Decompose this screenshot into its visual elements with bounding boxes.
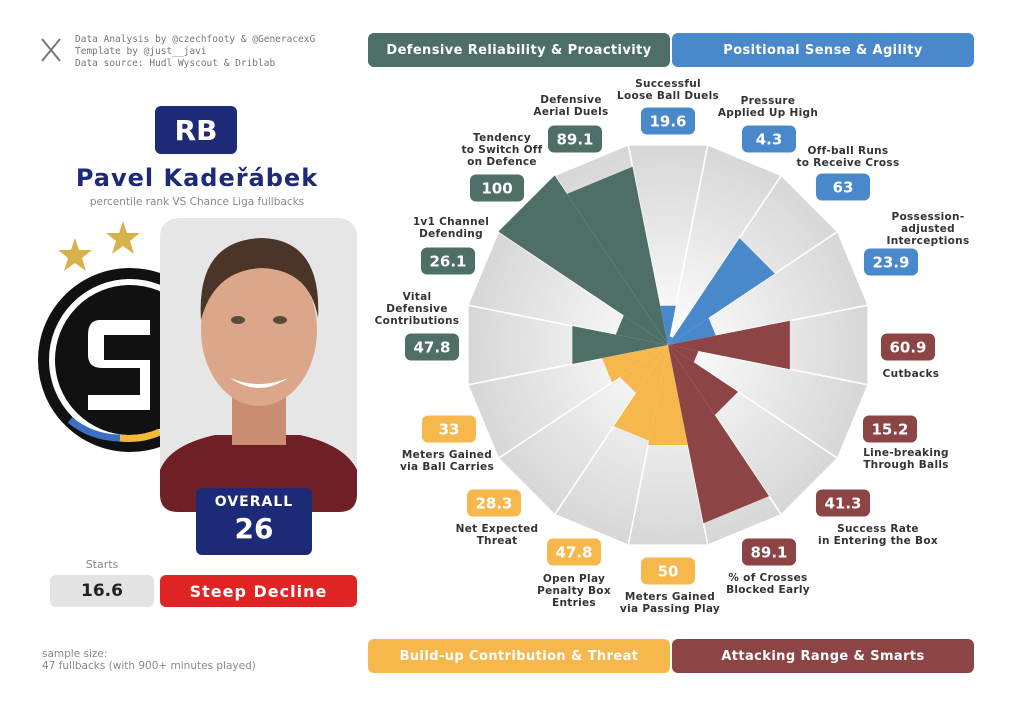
group-header: Defensive Reliability & Proactivity <box>368 33 670 67</box>
value-label: 28.3 <box>467 489 521 517</box>
bar <box>660 305 676 345</box>
category-label: Defensive Aerial Duels <box>533 94 609 118</box>
value-label: 100 <box>470 174 524 202</box>
sample-size: 47 fullbacks (with 900+ minutes played) <box>42 660 256 672</box>
category-label: Meters Gained via Passing Play <box>619 591 721 615</box>
bar <box>567 166 668 345</box>
overall-value: 26 <box>234 512 274 545</box>
bar <box>668 317 716 345</box>
category-label: Off-ball Runs to Receive Cross <box>796 145 900 169</box>
bar <box>601 345 668 383</box>
group-header: Build-up Contribution & Threat <box>368 639 670 673</box>
category-label: Open Play Penalty Box Entries <box>537 573 611 609</box>
value-label: 26.1 <box>421 247 475 275</box>
bar <box>498 175 668 345</box>
value-label: 33 <box>422 415 476 443</box>
bar <box>668 345 739 416</box>
category-label: Vital Defensive Contributions <box>374 291 460 327</box>
value-label: 63 <box>816 173 870 201</box>
value-label: 50 <box>641 557 695 585</box>
trend: Steep Decline <box>160 575 357 607</box>
category-label: Meters Gained via Ball Carries <box>399 449 495 473</box>
value-label: 47.8 <box>405 333 459 361</box>
bar <box>619 345 668 394</box>
starts-value: 16.6 <box>50 575 154 607</box>
category-label: Possession-adjusted Interceptions <box>886 211 970 247</box>
credit: Data Analysis by @czechfooty & @Generace… <box>75 34 316 45</box>
category-label: Cutbacks <box>882 368 940 380</box>
value-label: 4.3 <box>742 125 796 153</box>
sample-size: sample size: <box>42 648 108 660</box>
bar <box>572 325 668 365</box>
bar <box>668 345 769 524</box>
group-header: Positional Sense & Agility <box>672 33 974 67</box>
category-label: Successful Loose Ball Duels <box>616 78 720 102</box>
value-label: 47.8 <box>547 538 601 566</box>
category-label: Success Rate in Entering the Box <box>818 523 938 547</box>
category-label: Pressure Applied Up High <box>717 95 819 119</box>
bar <box>668 336 673 345</box>
category-label: 1v1 Channel Defending <box>412 216 490 240</box>
value-label: 41.3 <box>816 489 870 517</box>
category-label: Tendency to Switch Off on Defence <box>461 132 543 168</box>
overall-label: OVERALL <box>214 494 294 510</box>
value-label: 15.2 <box>863 415 917 443</box>
credit: Data source: Hudl Wyscout & Driblab <box>75 58 276 69</box>
category-label: Net Expected Threat <box>455 523 539 547</box>
category-label: % of Crosses Blocked Early <box>726 572 810 596</box>
bar <box>668 345 699 363</box>
value-label: 89.1 <box>742 538 796 566</box>
value-label: 23.9 <box>864 248 918 276</box>
category-label: Line-breaking Through Balls <box>863 447 949 471</box>
bar <box>613 345 668 441</box>
value-label: 89.1 <box>548 125 602 153</box>
bar <box>648 345 688 446</box>
subtitle: percentile rank VS Chance Liga fullbacks <box>89 196 305 208</box>
value-label: 19.6 <box>641 107 695 135</box>
position-badge: RB <box>155 106 237 154</box>
player-photo <box>160 218 357 512</box>
credit: Template by @just__javi <box>75 46 207 57</box>
bar <box>668 320 790 370</box>
player-name: Pavel Kadeřábek <box>75 164 319 192</box>
value-label: 60.9 <box>881 333 935 361</box>
starts-label: Starts <box>85 558 119 571</box>
group-header: Attacking Range & Smarts <box>672 639 974 673</box>
radar <box>466 143 870 547</box>
x-logo <box>41 38 61 62</box>
overall-box <box>196 488 312 555</box>
bar <box>668 238 775 345</box>
bar <box>615 315 668 345</box>
